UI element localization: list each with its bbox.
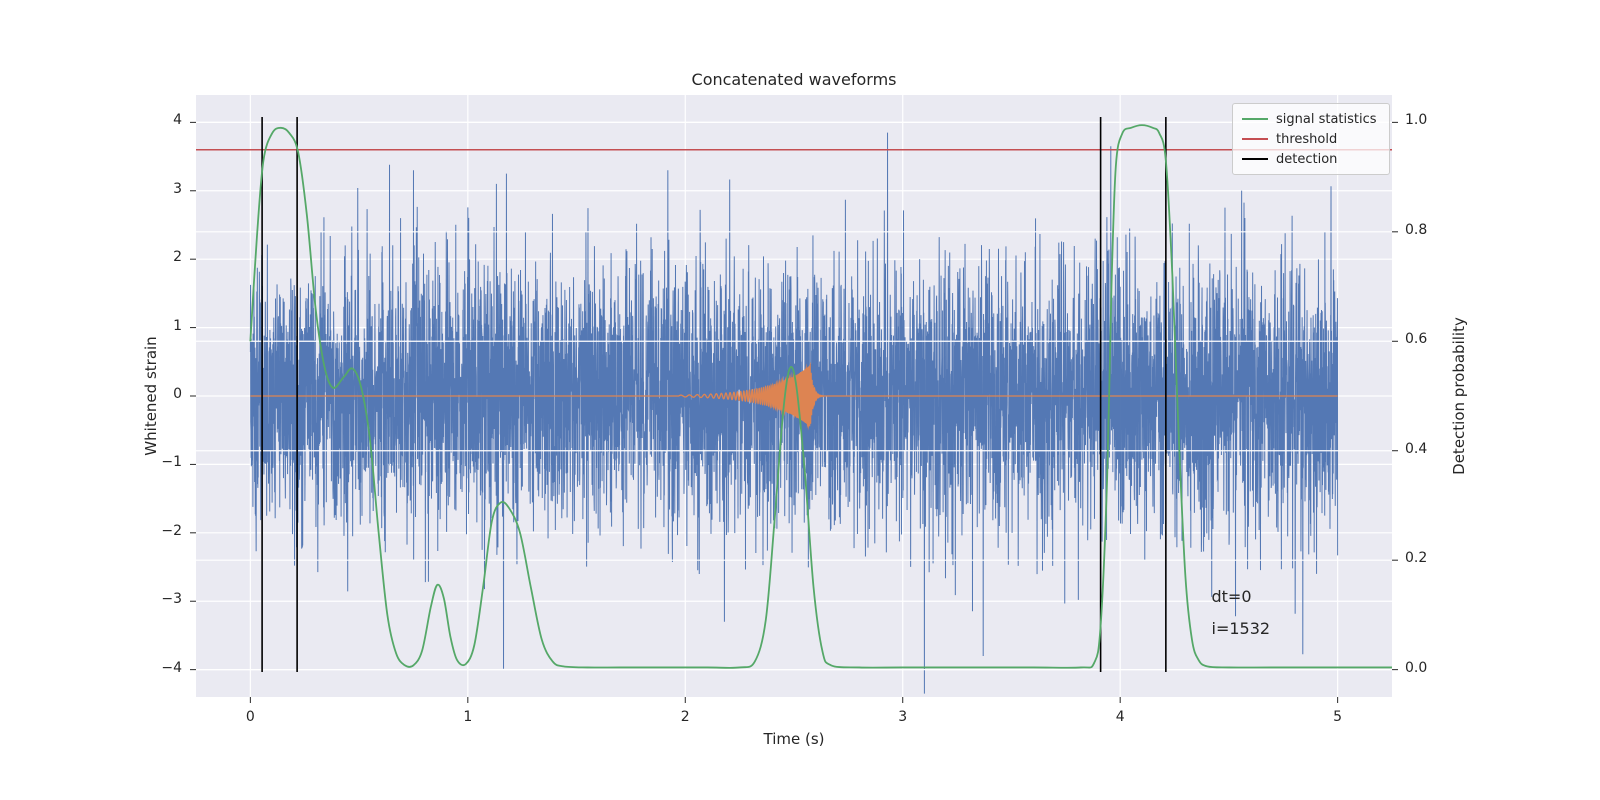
legend: signal statistics threshold detection [1232, 103, 1390, 175]
chart-title: Concatenated waveforms [691, 70, 897, 89]
y-axis-label-right: Detection probability [1450, 317, 1468, 475]
annotation-text: dt=0 i=1532 [1212, 581, 1271, 645]
legend-label-detection: detection [1276, 151, 1338, 167]
legend-item-detection: detection [1242, 149, 1380, 169]
legend-item-threshold: threshold [1242, 129, 1380, 149]
legend-swatch-2 [1242, 158, 1268, 160]
y-axis-label-left: Whitened strain [142, 336, 160, 456]
legend-label-threshold: threshold [1276, 131, 1338, 147]
annotation-line-i: i=1532 [1211, 619, 1271, 639]
legend-swatch-0 [1242, 118, 1268, 120]
legend-label-signal-statistics: signal statistics [1276, 111, 1377, 127]
annotation-line-dt: dt=0 [1211, 587, 1252, 607]
x-axis-label: Time (s) [763, 730, 825, 748]
legend-item-signal-statistics: signal statistics [1242, 109, 1380, 129]
legend-swatch-1 [1242, 138, 1268, 140]
